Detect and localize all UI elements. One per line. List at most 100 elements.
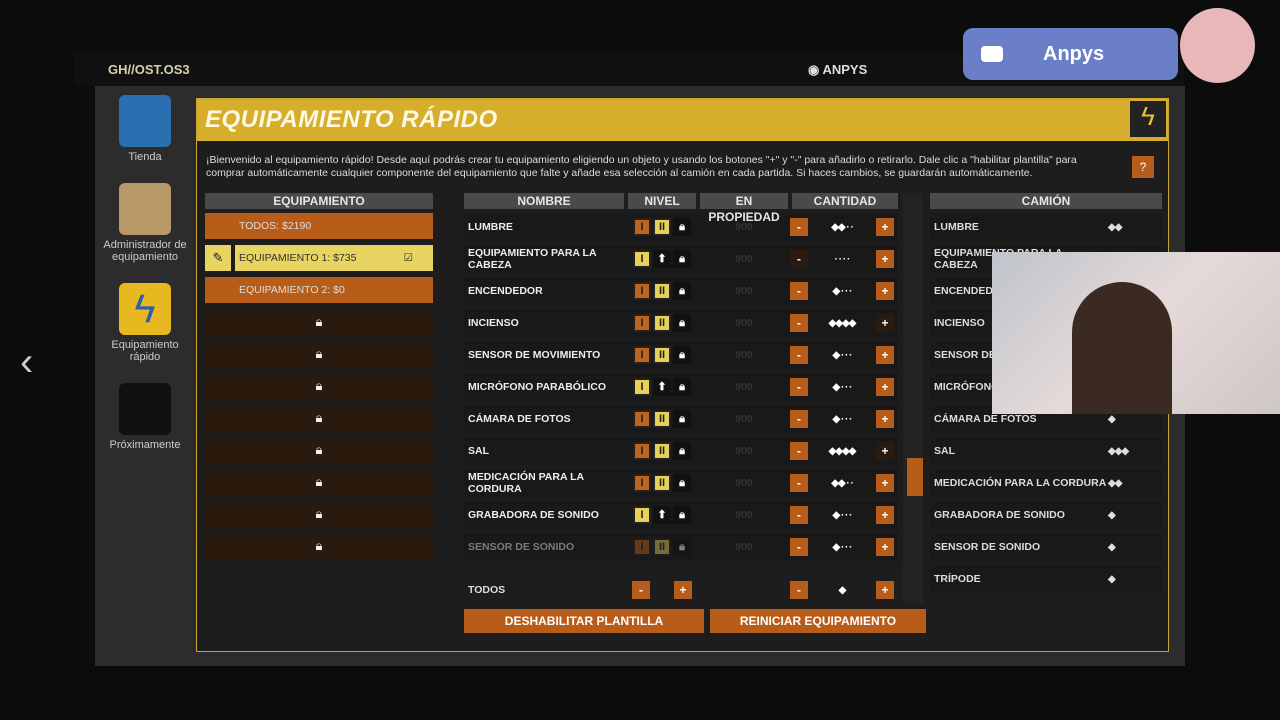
plus-button[interactable]: + bbox=[876, 218, 894, 236]
minus-button[interactable]: - bbox=[790, 410, 808, 428]
hanger-icon bbox=[119, 383, 171, 435]
tier-II-button[interactable]: II bbox=[653, 442, 671, 460]
plus-button[interactable]: + bbox=[876, 442, 894, 460]
lock-icon: 🔒︎ bbox=[315, 506, 323, 521]
quantity-indicator: · · · · bbox=[834, 253, 851, 265]
tier-I-button[interactable]: I bbox=[633, 378, 651, 396]
all-minus-button[interactable]: - bbox=[632, 581, 650, 599]
plus-button[interactable]: + bbox=[876, 538, 894, 556]
minus-button[interactable]: - bbox=[790, 250, 808, 268]
quantity-indicator: ◆◆◆◆ bbox=[828, 317, 857, 329]
plus-button[interactable]: + bbox=[876, 346, 894, 364]
tier-I-button[interactable]: I bbox=[633, 250, 651, 268]
lock-icon: 🔒︎ bbox=[315, 442, 323, 457]
upgrade-arrow-icon[interactable]: ⬆ bbox=[653, 250, 671, 268]
loadout-all[interactable]: TODOS: $2190 bbox=[205, 213, 433, 239]
minus-button[interactable]: - bbox=[790, 314, 808, 332]
total-quantity: ◆ bbox=[838, 584, 847, 596]
item-name: SENSOR DE SONIDO bbox=[468, 541, 575, 553]
tier-I-button[interactable]: I bbox=[633, 282, 651, 300]
plus-button[interactable]: + bbox=[876, 250, 894, 268]
plus-button[interactable]: + bbox=[876, 410, 894, 428]
tier-II-button[interactable]: II bbox=[653, 410, 671, 428]
tier-II-button[interactable]: II bbox=[653, 218, 671, 236]
total-label: TODOS bbox=[468, 584, 506, 596]
scroll-thumb[interactable] bbox=[907, 458, 923, 496]
lock-icon: 🔒︎ bbox=[315, 378, 323, 393]
youtube-icon bbox=[981, 46, 1003, 62]
nav-quick-loadout[interactable]: ϟ Equipamiento rápido bbox=[100, 283, 190, 363]
minus-button[interactable]: - bbox=[790, 282, 808, 300]
basket-icon bbox=[119, 95, 171, 147]
locked-slot: 🔒︎ bbox=[205, 533, 433, 559]
item-name: CÁMARA DE FOTOS bbox=[468, 413, 571, 425]
truck-row: LUMBRE ◆◆ bbox=[930, 213, 1162, 241]
minus-button[interactable]: - bbox=[790, 378, 808, 396]
item-row: GRABADORA DE SONIDO I ⬆ 🔒︎ 900 - ◆ · · · + bbox=[464, 501, 898, 529]
owned-count: 900 bbox=[735, 253, 753, 265]
lock-icon: 🔒︎ bbox=[673, 346, 691, 364]
total-minus-button[interactable]: - bbox=[790, 581, 808, 599]
tier-II-button[interactable]: II bbox=[653, 314, 671, 332]
nav-loadout-manager[interactable]: Administrador de equipamiento bbox=[100, 183, 190, 263]
all-plus-button[interactable]: + bbox=[674, 581, 692, 599]
disable-template-button[interactable]: DESHABILITAR PLANTILLA bbox=[464, 609, 704, 633]
tier-I-button[interactable]: I bbox=[633, 506, 651, 524]
help-button[interactable]: ? bbox=[1132, 156, 1154, 178]
plus-button[interactable]: + bbox=[876, 314, 894, 332]
panel-header: EQUIPAMIENTO RÁPIDO ϟ bbox=[197, 99, 1168, 141]
item-name: ENCENDEDOR bbox=[468, 285, 543, 297]
tier-I-button[interactable]: I bbox=[633, 346, 651, 364]
plus-button[interactable]: + bbox=[876, 282, 894, 300]
upgrade-arrow-icon[interactable]: ⬆ bbox=[653, 378, 671, 396]
minus-button[interactable]: - bbox=[790, 218, 808, 236]
item-name: MEDICACIÓN PARA LA CORDURA bbox=[468, 471, 584, 495]
edit-icon[interactable]: ✎ bbox=[205, 245, 231, 271]
lock-icon: 🔒︎ bbox=[673, 538, 691, 556]
locked-slot: 🔒︎ bbox=[205, 405, 433, 431]
back-arrow-icon[interactable]: ‹ bbox=[20, 340, 34, 384]
lock-icon: 🔒︎ bbox=[673, 474, 691, 492]
item-row: SENSOR DE MOVIMIENTO I II 🔒︎ 900- ◆ · · · + bbox=[464, 341, 898, 369]
owned-count: 900 bbox=[735, 541, 753, 553]
tier-II-button[interactable]: II bbox=[653, 346, 671, 364]
minus-button[interactable]: - bbox=[790, 538, 808, 556]
minus-button[interactable]: - bbox=[790, 506, 808, 524]
tier-I-button[interactable]: I bbox=[633, 218, 651, 236]
upgrade-arrow-icon[interactable]: ⬆ bbox=[653, 506, 671, 524]
loadout-2[interactable]: EQUIPAMIENTO 2: $0 bbox=[205, 277, 433, 303]
plus-button[interactable]: + bbox=[876, 474, 894, 492]
lock-icon: 🔒︎ bbox=[315, 538, 323, 553]
scrollbar[interactable] bbox=[903, 193, 923, 603]
minus-button[interactable]: - bbox=[790, 442, 808, 460]
minus-button[interactable]: - bbox=[790, 346, 808, 364]
left-nav: Tienda Administrador de equipamiento ϟ Eq… bbox=[100, 95, 190, 471]
item-name: MICRÓFONO PARABÓLICO bbox=[468, 381, 607, 393]
minus-button[interactable]: - bbox=[790, 474, 808, 492]
reset-loadout-button[interactable]: REINICIAR EQUIPAMIENTO bbox=[710, 609, 926, 633]
tier-I-button[interactable]: I bbox=[633, 410, 651, 428]
tier-II-button[interactable]: II bbox=[653, 538, 671, 556]
total-plus-button[interactable]: + bbox=[876, 581, 894, 599]
tier-II-button[interactable]: II bbox=[653, 282, 671, 300]
stream-overlay: Anpys bbox=[963, 28, 1178, 80]
tier-I-button[interactable]: I bbox=[633, 538, 651, 556]
lightning-logo-icon: ϟ bbox=[1130, 101, 1166, 137]
owned-count: 900 bbox=[735, 509, 753, 521]
plus-button[interactable]: + bbox=[876, 506, 894, 524]
truck-item-name: SAL bbox=[934, 445, 955, 457]
tier-I-button[interactable]: I bbox=[633, 314, 651, 332]
lock-icon: 🔒︎ bbox=[315, 346, 323, 361]
owned-count: 900 bbox=[735, 477, 753, 489]
truck-item-name: LUMBRE bbox=[934, 221, 979, 233]
loadout-1[interactable]: ✎ EQUIPAMIENTO 1: $735 ☑ bbox=[205, 245, 433, 271]
tier-I-button[interactable]: I bbox=[633, 474, 651, 492]
nav-shop[interactable]: Tienda bbox=[100, 95, 190, 163]
lock-icon: 🔒︎ bbox=[673, 410, 691, 428]
checkbox-checked-icon[interactable]: ☑ bbox=[403, 252, 413, 264]
item-row: MICRÓFONO PARABÓLICO I ⬆ 🔒︎ 900 - ◆ · · · + bbox=[464, 373, 898, 401]
plus-button[interactable]: + bbox=[876, 378, 894, 396]
tier-I-button[interactable]: I bbox=[633, 442, 651, 460]
tier-II-button[interactable]: II bbox=[653, 474, 671, 492]
item-row: LUMBRE I II 🔒︎ 900- ◆◆ · · + bbox=[464, 213, 898, 241]
